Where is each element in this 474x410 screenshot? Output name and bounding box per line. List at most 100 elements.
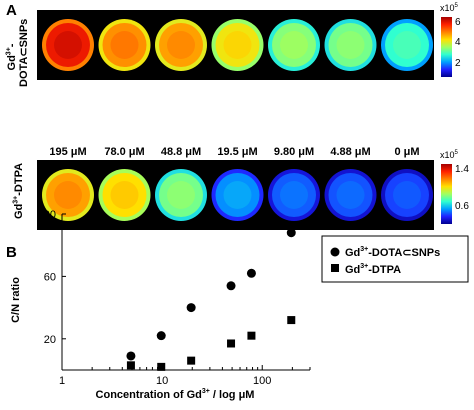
mri-strip-row2 bbox=[37, 160, 434, 230]
data-points bbox=[126, 228, 296, 371]
row1-well-center-3 bbox=[223, 31, 252, 59]
row1-well-3 bbox=[211, 19, 264, 71]
mri-wells-row1 bbox=[42, 19, 433, 71]
colorbar1-exponent: x105 bbox=[440, 3, 458, 13]
panel-b-letter: B bbox=[6, 244, 17, 261]
legend-series2-label: Gd3+-DTPA bbox=[345, 263, 401, 276]
mri-strip-row1 bbox=[37, 10, 434, 80]
row2-well-center-1 bbox=[110, 181, 139, 209]
row1-well-center-1 bbox=[110, 31, 139, 59]
series2-point-3 bbox=[227, 339, 236, 348]
row2-well-center-4 bbox=[280, 181, 308, 209]
colorbar2-tick-1: 0.6 bbox=[455, 201, 469, 212]
row1-well-2 bbox=[155, 19, 207, 71]
row2-well-center-3 bbox=[223, 181, 252, 209]
series2-point-1 bbox=[157, 362, 166, 371]
y-tick-label-1: 60 bbox=[44, 271, 56, 283]
row2-well-1 bbox=[98, 169, 151, 221]
chart-axes bbox=[61, 214, 310, 371]
legend-circle-marker bbox=[330, 247, 340, 257]
colorbar1-exp-power: 5 bbox=[454, 3, 458, 9]
legend: Gd3+-DOTA⊂SNPs Gd3+-DTPA bbox=[321, 235, 469, 283]
row2-well-2 bbox=[155, 169, 207, 221]
row1-well-6 bbox=[381, 19, 433, 71]
x-tick-label-0: 1 bbox=[59, 375, 65, 387]
series1-point-0 bbox=[126, 351, 136, 361]
colorbar2-exp-base: x10 bbox=[440, 150, 455, 160]
legend-s1-sup: 3+ bbox=[360, 246, 368, 253]
legend-s1-prefix: Gd bbox=[345, 247, 360, 259]
row2-well-5 bbox=[324, 169, 377, 221]
concentration-label-4: 9.80 μM bbox=[273, 146, 315, 158]
colorbar2-exp-power: 5 bbox=[454, 150, 458, 156]
row1-well-0 bbox=[42, 19, 94, 71]
row2-label-agent: -DTPA bbox=[13, 162, 25, 196]
row1-well-center-0 bbox=[54, 31, 82, 59]
row1-label-agent: DOTA⊂SNPs bbox=[18, 18, 30, 87]
colorbar1-tick-1: 4 bbox=[455, 37, 461, 48]
cn-ratio-scatter-chart: 20 60 100 1 10 100 C/N ratio Concentration o… bbox=[10, 209, 469, 401]
x-tick-label-2: 100 bbox=[253, 375, 271, 387]
series1-point-5 bbox=[286, 228, 296, 238]
y-tick-label-0: 20 bbox=[44, 334, 56, 346]
row1-well-center-4 bbox=[280, 31, 308, 59]
x-axis-label-suffix: / log μM bbox=[210, 389, 255, 401]
row2-well-center-6 bbox=[393, 181, 421, 209]
series1-point-4 bbox=[246, 268, 256, 278]
row1-well-center-6 bbox=[393, 31, 421, 59]
concentration-label-6: 0 μM bbox=[394, 146, 420, 158]
concentration-label-0: 195 μM bbox=[49, 146, 87, 158]
colorbar1-tick-0: 6 bbox=[455, 17, 461, 28]
x-tick-label-1: 10 bbox=[156, 375, 168, 387]
series1-point-1 bbox=[156, 331, 166, 341]
concentration-label-2: 48.8 μM bbox=[160, 146, 202, 158]
concentration-label-1: 78.0 μM bbox=[104, 146, 145, 158]
row1-well-5 bbox=[324, 19, 377, 71]
colorbar1 bbox=[441, 17, 452, 77]
row2-well-0 bbox=[42, 169, 94, 221]
row2-well-center-5 bbox=[336, 181, 365, 209]
series1-point-3 bbox=[226, 281, 236, 291]
y-axis-label: C/N ratio bbox=[10, 277, 22, 323]
concentration-label-3: 19.5 μM bbox=[217, 146, 258, 158]
x-ticks: 1 10 100 bbox=[59, 365, 311, 387]
x-axis-label: Concentration of Gd3+ / log μM bbox=[96, 388, 255, 401]
row1-label-gd: Gd bbox=[6, 55, 18, 71]
y-tick-label-2: 100 bbox=[38, 209, 56, 221]
colorbar2 bbox=[441, 164, 452, 224]
series2-point-2 bbox=[187, 356, 196, 365]
mri-wells-row2 bbox=[42, 169, 433, 221]
row2-well-center-2 bbox=[167, 181, 195, 209]
y-ticks: 20 60 100 bbox=[38, 209, 66, 346]
legend-box bbox=[321, 235, 469, 283]
colorbar1-tick-2: 2 bbox=[455, 58, 461, 69]
concentration-label-5: 4.88 μM bbox=[330, 146, 371, 158]
row1-well-center-5 bbox=[336, 31, 365, 59]
row1-well-center-2 bbox=[167, 31, 195, 59]
x-axis-label-prefix: Concentration of Gd bbox=[96, 389, 202, 401]
series2-point-0 bbox=[126, 361, 135, 370]
row2-well-4 bbox=[268, 169, 320, 221]
row2-well-3 bbox=[211, 169, 264, 221]
panel-a-letter: A bbox=[6, 2, 17, 19]
colorbar1-exp-base: x10 bbox=[440, 3, 455, 13]
row2-well-center-0 bbox=[54, 181, 82, 209]
row2-well-6 bbox=[381, 169, 433, 221]
x-axis-label-sup: 3+ bbox=[202, 388, 210, 395]
row1-well-4 bbox=[268, 19, 320, 71]
colorbar2-exponent: x105 bbox=[440, 150, 458, 160]
series2-point-4 bbox=[247, 331, 256, 340]
legend-s2-sup: 3+ bbox=[360, 263, 368, 270]
row1-well-1 bbox=[98, 19, 151, 71]
row1-label: Gd3+- DOTA⊂SNPs bbox=[5, 19, 30, 87]
series2-point-5 bbox=[287, 316, 296, 325]
row1-label-sup: 3+ bbox=[5, 47, 13, 56]
legend-square-marker bbox=[331, 264, 339, 272]
row1-label-dash: - bbox=[6, 43, 18, 48]
legend-s2-prefix: Gd bbox=[345, 264, 360, 276]
legend-s2-suffix: -DTPA bbox=[368, 264, 401, 276]
legend-s1-suffix: -DOTA⊂SNPs bbox=[368, 247, 440, 259]
legend-series1-label: Gd3+-DOTA⊂SNPs bbox=[345, 246, 440, 259]
colorbar2-tick-0: 1.4 bbox=[455, 164, 469, 175]
series1-point-2 bbox=[186, 303, 196, 313]
